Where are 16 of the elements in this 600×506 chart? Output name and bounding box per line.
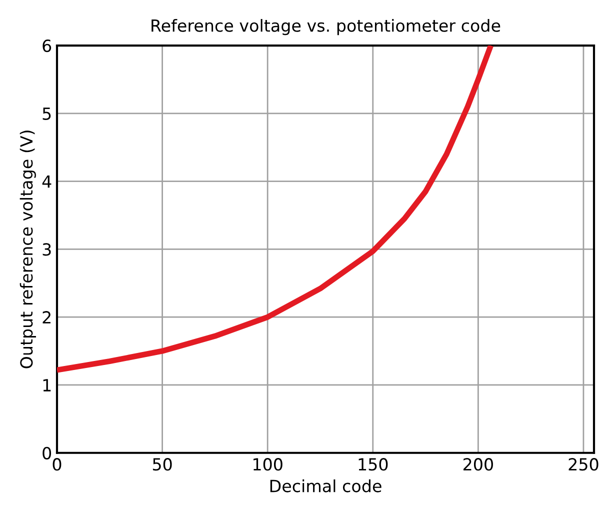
y-tick-label: 6 xyxy=(42,40,52,52)
y-tick-label: 1 xyxy=(43,379,51,392)
y-tick-label: 2 xyxy=(42,311,50,324)
x-tick-label: 250 xyxy=(568,458,598,471)
x-tick-label: 200 xyxy=(463,458,493,471)
x-tick-label: 0 xyxy=(52,458,62,471)
y-tick-label: 0 xyxy=(42,446,52,460)
y-tick-label: 4 xyxy=(42,176,52,188)
y-tick-label: 3 xyxy=(42,243,51,256)
x-tick-label: 150 xyxy=(358,458,388,471)
x-axis-title: Decimal code xyxy=(270,479,382,492)
y-axis-title: Output reference voltage (V) xyxy=(20,130,36,368)
y-tick-label: 5 xyxy=(42,108,51,120)
x-tick-label: 50 xyxy=(152,458,172,471)
chart-title: Reference voltage vs. potentiometer code xyxy=(152,18,500,36)
x-tick-label: 100 xyxy=(254,458,282,471)
